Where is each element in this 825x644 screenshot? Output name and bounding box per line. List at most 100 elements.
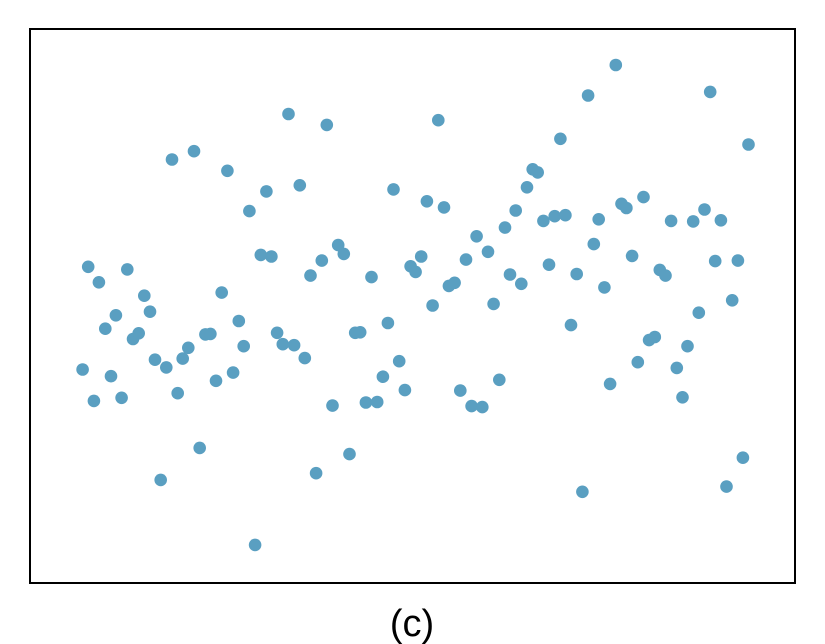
data-point-73: [476, 400, 489, 414]
data-point-35: [265, 250, 278, 263]
data-point-88: [559, 208, 572, 222]
data-point-63: [420, 195, 434, 208]
data-point-81: [520, 181, 534, 194]
data-point-32: [248, 538, 262, 552]
data-point-30: [237, 339, 250, 353]
data-point-1: [76, 363, 89, 376]
data-point-86: [548, 209, 561, 223]
data-point-8: [115, 391, 128, 405]
data-point-20: [182, 341, 195, 355]
data-point-19: [176, 352, 189, 365]
data-point-64: [426, 299, 439, 312]
data-point-6: [104, 369, 118, 383]
data-point-34: [260, 185, 273, 198]
plot-frame: [29, 28, 796, 584]
data-point-55: [376, 370, 390, 384]
data-point-80: [515, 277, 528, 291]
data-point-57: [387, 183, 400, 196]
data-point-7: [109, 309, 123, 322]
data-point-15: [154, 473, 167, 487]
data-point-77: [498, 221, 512, 234]
data-point-110: [681, 339, 694, 353]
data-point-76: [493, 373, 506, 387]
data-point-41: [298, 351, 312, 365]
data-point-113: [698, 203, 711, 216]
data-point-112: [692, 306, 706, 320]
data-point-38: [282, 107, 295, 121]
data-point-26: [215, 286, 228, 299]
data-point-92: [581, 89, 595, 102]
data-point-108: [670, 361, 684, 375]
data-point-89: [564, 318, 578, 332]
data-point-18: [171, 386, 184, 400]
data-point-25: [209, 374, 223, 388]
data-point-52: [359, 396, 373, 409]
data-point-72: [470, 230, 483, 243]
data-point-13: [143, 305, 157, 319]
data-point-5: [99, 322, 112, 336]
data-point-85: [542, 258, 556, 272]
data-point-21: [187, 144, 201, 158]
data-point-37: [276, 337, 290, 351]
data-point-58: [392, 354, 406, 368]
data-point-87: [554, 132, 567, 146]
data-point-14: [148, 353, 162, 367]
data-point-45: [320, 118, 334, 132]
data-point-96: [603, 377, 617, 391]
data-point-107: [664, 214, 678, 228]
data-point-17: [165, 153, 179, 166]
data-point-119: [731, 254, 745, 267]
data-point-100: [625, 249, 639, 263]
data-point-48: [337, 247, 351, 261]
data-point-120: [736, 451, 750, 465]
data-point-74: [481, 245, 495, 259]
data-point-31: [243, 204, 256, 218]
data-point-91: [576, 485, 589, 499]
data-point-106: [659, 269, 672, 282]
data-point-11: [132, 327, 145, 340]
data-point-83: [531, 166, 544, 179]
data-point-27: [221, 164, 234, 178]
data-point-3: [87, 394, 101, 408]
data-point-104: [648, 330, 662, 344]
data-point-62: [414, 250, 428, 263]
data-point-78: [503, 268, 517, 281]
chart-caption: (c): [390, 603, 434, 644]
data-point-66: [437, 201, 451, 214]
data-point-16: [160, 361, 173, 374]
data-point-49: [343, 447, 356, 461]
data-point-51: [353, 326, 367, 339]
data-point-46: [326, 399, 339, 412]
data-point-43: [309, 466, 323, 480]
data-point-93: [587, 237, 601, 251]
data-point-95: [598, 281, 611, 294]
data-point-2: [81, 260, 95, 274]
data-point-68: [448, 276, 461, 290]
data-point-111: [686, 215, 700, 228]
data-point-97: [609, 58, 623, 72]
data-point-99: [620, 201, 633, 215]
data-point-109: [676, 391, 689, 404]
data-point-29: [232, 314, 246, 328]
data-point-65: [432, 113, 445, 127]
data-point-75: [487, 297, 500, 311]
data-point-118: [725, 294, 739, 307]
data-point-117: [720, 480, 733, 493]
data-point-94: [592, 213, 605, 226]
data-point-121: [742, 138, 755, 151]
data-point-12: [138, 289, 151, 303]
data-point-53: [365, 270, 378, 284]
data-point-39: [287, 338, 301, 352]
data-point-9: [121, 263, 134, 276]
data-point-114: [703, 85, 717, 99]
data-point-33: [254, 248, 268, 262]
data-point-44: [315, 254, 329, 267]
data-point-116: [714, 214, 728, 227]
data-point-40: [293, 179, 307, 192]
data-point-101: [631, 355, 645, 369]
data-point-28: [226, 366, 240, 379]
data-point-79: [509, 204, 522, 217]
data-point-42: [304, 269, 317, 282]
points-layer: [76, 58, 755, 552]
